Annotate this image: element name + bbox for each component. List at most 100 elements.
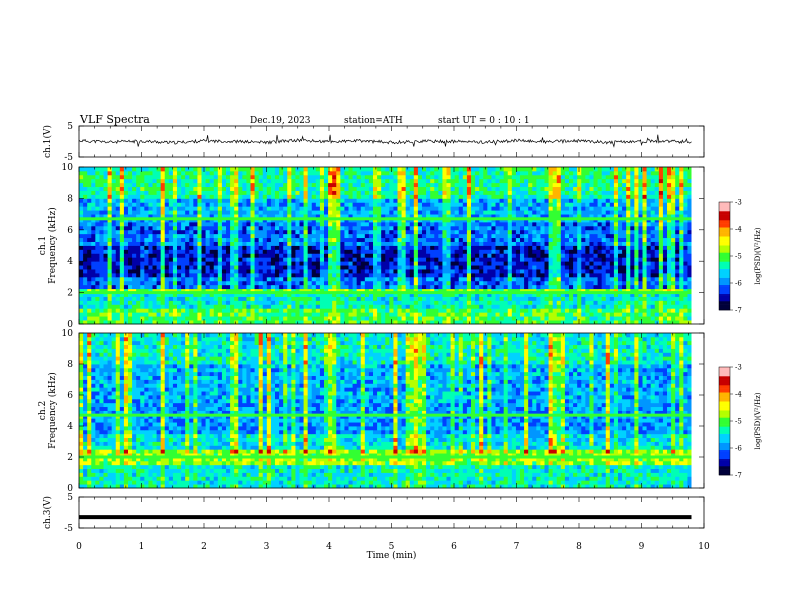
sp1-cell <box>368 304 374 309</box>
sp1-cell <box>140 300 145 305</box>
sp1-cell <box>368 237 374 242</box>
sp1-cell <box>103 206 108 211</box>
sp1-cell <box>111 202 117 207</box>
sp1-cell <box>181 202 186 207</box>
sp1-cell <box>156 312 162 317</box>
sp1-cell <box>618 292 623 297</box>
sp1-cell <box>589 206 594 211</box>
sp1-cell <box>622 304 627 309</box>
sp1-cell <box>618 276 623 282</box>
sp1-cell <box>450 225 456 231</box>
sp1-cell <box>679 280 684 286</box>
sp1-cell <box>532 237 537 242</box>
sp1-cell <box>270 312 276 317</box>
sp1-cell <box>409 269 415 274</box>
sp1-cell <box>609 202 615 207</box>
sp1-cell <box>564 261 570 266</box>
sp1-cell <box>381 265 386 270</box>
sp1-cell <box>148 210 153 215</box>
sp1-cell <box>205 206 211 211</box>
sp1-cell <box>307 202 313 207</box>
sp1-cell <box>258 233 264 239</box>
sp1-cell <box>409 265 415 270</box>
sp1-cell <box>397 241 402 246</box>
sp1-cell <box>495 284 500 290</box>
sp1-cell <box>348 296 353 301</box>
sp1-cell <box>475 312 480 317</box>
sp1-cell <box>152 276 157 282</box>
sp1-cell <box>270 225 276 231</box>
sp1-cell <box>466 221 472 227</box>
sp1-cell <box>111 312 117 317</box>
sp1-cell <box>132 269 137 274</box>
sp1-cell <box>340 292 345 297</box>
sp1-cell <box>189 296 194 301</box>
sp1-cell <box>119 225 125 231</box>
sp1-cell <box>95 300 100 305</box>
sp1-cell <box>564 304 570 309</box>
sp1-cell <box>650 241 656 246</box>
sp1-cell <box>528 249 533 254</box>
sp1-cell <box>279 241 284 246</box>
sp1-cell <box>426 253 431 258</box>
sp1-cell <box>475 229 480 235</box>
sp1-cell <box>111 233 117 239</box>
sp1-cell <box>79 280 84 286</box>
sp1-cell <box>275 202 280 207</box>
sp1-cell <box>409 245 415 250</box>
sp1-cell <box>213 296 219 301</box>
sp1-cell <box>356 249 362 254</box>
sp1-cell <box>364 210 370 215</box>
sp1-cell <box>511 276 517 282</box>
sp1-cell <box>442 206 447 211</box>
sp1-cell <box>597 245 603 250</box>
sp1-cell <box>401 276 407 282</box>
sp1-cell <box>577 257 582 262</box>
sp1-cell <box>499 245 505 250</box>
sp1-cell <box>348 221 353 227</box>
sp1-cell <box>83 245 88 250</box>
sp1-cell <box>160 229 166 235</box>
sp1-cell <box>299 288 304 294</box>
sp1-cell <box>115 233 121 239</box>
sp1-cell <box>303 308 309 313</box>
sp1-cell <box>528 210 533 215</box>
sp1-cell <box>495 288 500 294</box>
sp1-cell <box>144 300 149 305</box>
sp1-cell <box>107 320 113 325</box>
sp1-cell <box>230 206 235 211</box>
sp1-cell <box>328 237 333 242</box>
sp1-cell <box>352 288 358 294</box>
sp1-cell <box>536 245 541 250</box>
sp1-cell <box>397 300 402 305</box>
sp1-cell <box>569 237 574 242</box>
sp1-cell <box>458 229 464 235</box>
sp1-cell <box>646 316 652 321</box>
sp1-cell <box>287 245 292 250</box>
sp1-cell <box>560 225 566 231</box>
sp1-cell <box>177 245 182 250</box>
sp1-cell <box>381 202 386 207</box>
sp1-cell <box>479 210 484 215</box>
sp1-cell <box>336 280 341 286</box>
sp1-cell <box>299 229 304 235</box>
sp1-cell <box>209 210 215 215</box>
sp1-cell <box>471 308 476 313</box>
sp1-cell <box>368 300 374 305</box>
sp1-cell <box>381 280 386 286</box>
sp1-cell <box>667 320 672 325</box>
sp1-cell <box>405 237 411 242</box>
sp1-cell <box>446 320 451 325</box>
sp1-cell <box>364 300 370 305</box>
sp1-cell <box>238 320 243 325</box>
sp1-cell <box>581 280 586 286</box>
sp1-cell <box>209 253 215 258</box>
sp1-cell <box>311 265 317 270</box>
sp1-cell <box>87 194 92 199</box>
sp1-cell <box>687 198 692 203</box>
sp1-cell <box>152 261 157 266</box>
sp1-cell <box>393 300 398 305</box>
sp1-cell <box>319 225 325 231</box>
sp1-cell <box>475 233 480 239</box>
sp1-cell <box>266 280 272 286</box>
